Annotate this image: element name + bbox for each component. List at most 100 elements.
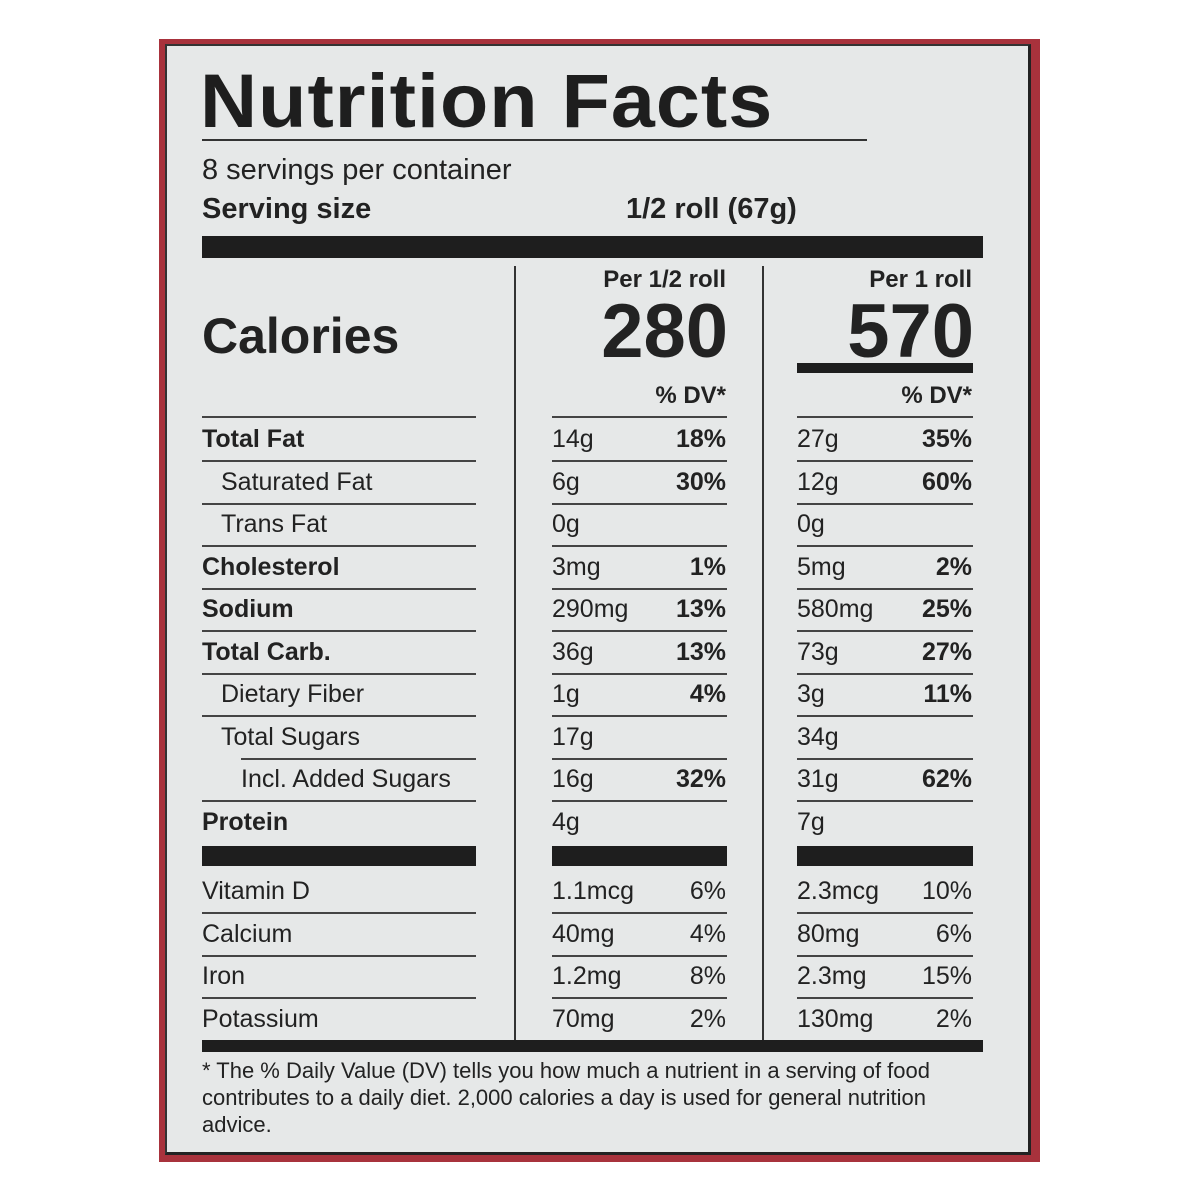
nutrient-name: Total Sugars [221,722,360,751]
row-divider [797,715,973,717]
nutrient-name: Incl. Added Sugars [241,765,451,793]
row-divider [202,997,476,999]
nutrient-name: Sodium [202,595,294,623]
row-divider [797,997,973,999]
amount-half-roll: 17g [552,722,594,751]
amount-half-roll: 6g [552,467,580,496]
row-divider [552,912,727,914]
vitamin-amount-one-roll: 130mg [797,1004,874,1033]
row-divider [202,800,476,802]
row-divider [797,955,973,957]
vitamin-dv-one-roll: 2% [935,1004,972,1033]
row-divider [552,997,727,999]
vitamin-dv-one-roll: 15% [921,962,972,990]
row-divider [552,545,727,547]
row-divider [552,416,727,418]
row-divider [202,545,476,547]
dv-half-roll: 30% [675,467,726,496]
amount-half-roll: 4g [552,807,580,836]
servings-per-container: 8 servings per container [202,154,512,186]
nutrient-name: Cholesterol [202,552,340,581]
row-divider [797,588,973,590]
vitamin-amount-half-roll: 40mg [552,919,615,948]
dv-header-one-roll: % DV* [901,382,972,409]
row-divider [241,758,476,760]
row-divider [202,673,476,675]
row-divider [202,503,476,505]
vitamins-divider-col2 [552,846,727,866]
vitamin-dv-half-roll: 6% [689,877,726,905]
row-divider [202,630,476,632]
nutrient-name: Dietary Fiber [221,680,365,708]
amount-half-roll: 36g [552,637,594,666]
dv-half-roll: 13% [675,595,726,623]
amount-half-roll: 1g [552,680,580,708]
row-divider [202,416,476,418]
amount-one-roll: 73g [797,637,839,666]
row-divider [797,800,973,802]
row-divider [552,503,727,505]
row-divider [202,715,476,717]
column-divider-2 [762,266,764,1040]
amount-one-roll: 0g [797,510,825,538]
nutrition-label-panel [165,44,1031,1155]
dv-half-roll: 18% [675,425,726,453]
dv-one-roll: 11% [923,680,972,708]
row-divider [552,800,727,802]
calories-half-roll: 280 [601,289,728,374]
amount-half-roll: 290mg [552,595,629,623]
vitamin-name: Calcium [202,919,293,948]
amount-one-roll: 580mg [797,595,874,623]
nutrient-name: Total Carb. [202,637,331,666]
dv-half-roll: 32% [675,765,726,793]
row-divider [797,460,973,462]
vitamin-dv-half-roll: 4% [689,919,726,948]
dv-one-roll: 60% [921,467,972,496]
vitamin-amount-half-roll: 70mg [552,1004,615,1033]
amount-one-roll: 31g [797,765,839,793]
row-divider [552,588,727,590]
calories-label: Calories [202,308,400,364]
amount-half-roll: 0g [552,510,580,538]
calories-underline-bar [797,363,973,373]
dv-half-roll: 1% [689,552,726,581]
row-divider [552,955,727,957]
row-divider [797,630,973,632]
row-divider [552,460,727,462]
dv-half-roll: 13% [675,637,726,666]
row-divider [202,955,476,957]
vitamin-amount-one-roll: 80mg [797,919,860,948]
dv-header-half-roll: % DV* [655,382,726,409]
row-divider [552,630,727,632]
vitamin-name: Vitamin D [202,877,310,905]
column-header-one-roll: Per 1 roll [869,266,972,293]
row-divider [797,416,973,418]
vitamins-divider-col3 [797,846,973,866]
amount-one-roll: 3g [797,680,825,708]
amount-one-roll: 34g [797,722,839,751]
amount-half-roll: 16g [552,765,594,793]
label-title: Nutrition Facts [200,59,774,144]
calories-one-roll: 570 [847,289,974,374]
vitamin-name: Iron [202,962,246,990]
amount-one-roll: 27g [797,425,839,453]
bottom-thick-divider [202,1040,983,1052]
nutrient-name: Total Fat [202,425,305,453]
vitamin-dv-half-roll: 2% [689,1004,726,1033]
row-divider [797,912,973,914]
nutrient-name: Trans Fat [221,510,328,538]
row-divider [202,588,476,590]
vitamin-dv-one-roll: 6% [935,919,972,948]
amount-one-roll: 7g [797,807,825,836]
serving-size-value: 1/2 roll (67g) [626,193,797,225]
amount-half-roll: 3mg [552,552,601,581]
amount-one-roll: 5mg [797,552,846,581]
amount-half-roll: 14g [552,425,594,453]
dv-one-roll: 62% [921,765,972,793]
title-rule [202,139,867,141]
nutrient-name: Protein [202,807,289,836]
row-divider [202,460,476,462]
row-divider [797,673,973,675]
column-divider-1 [514,266,516,1040]
row-divider [797,758,973,760]
